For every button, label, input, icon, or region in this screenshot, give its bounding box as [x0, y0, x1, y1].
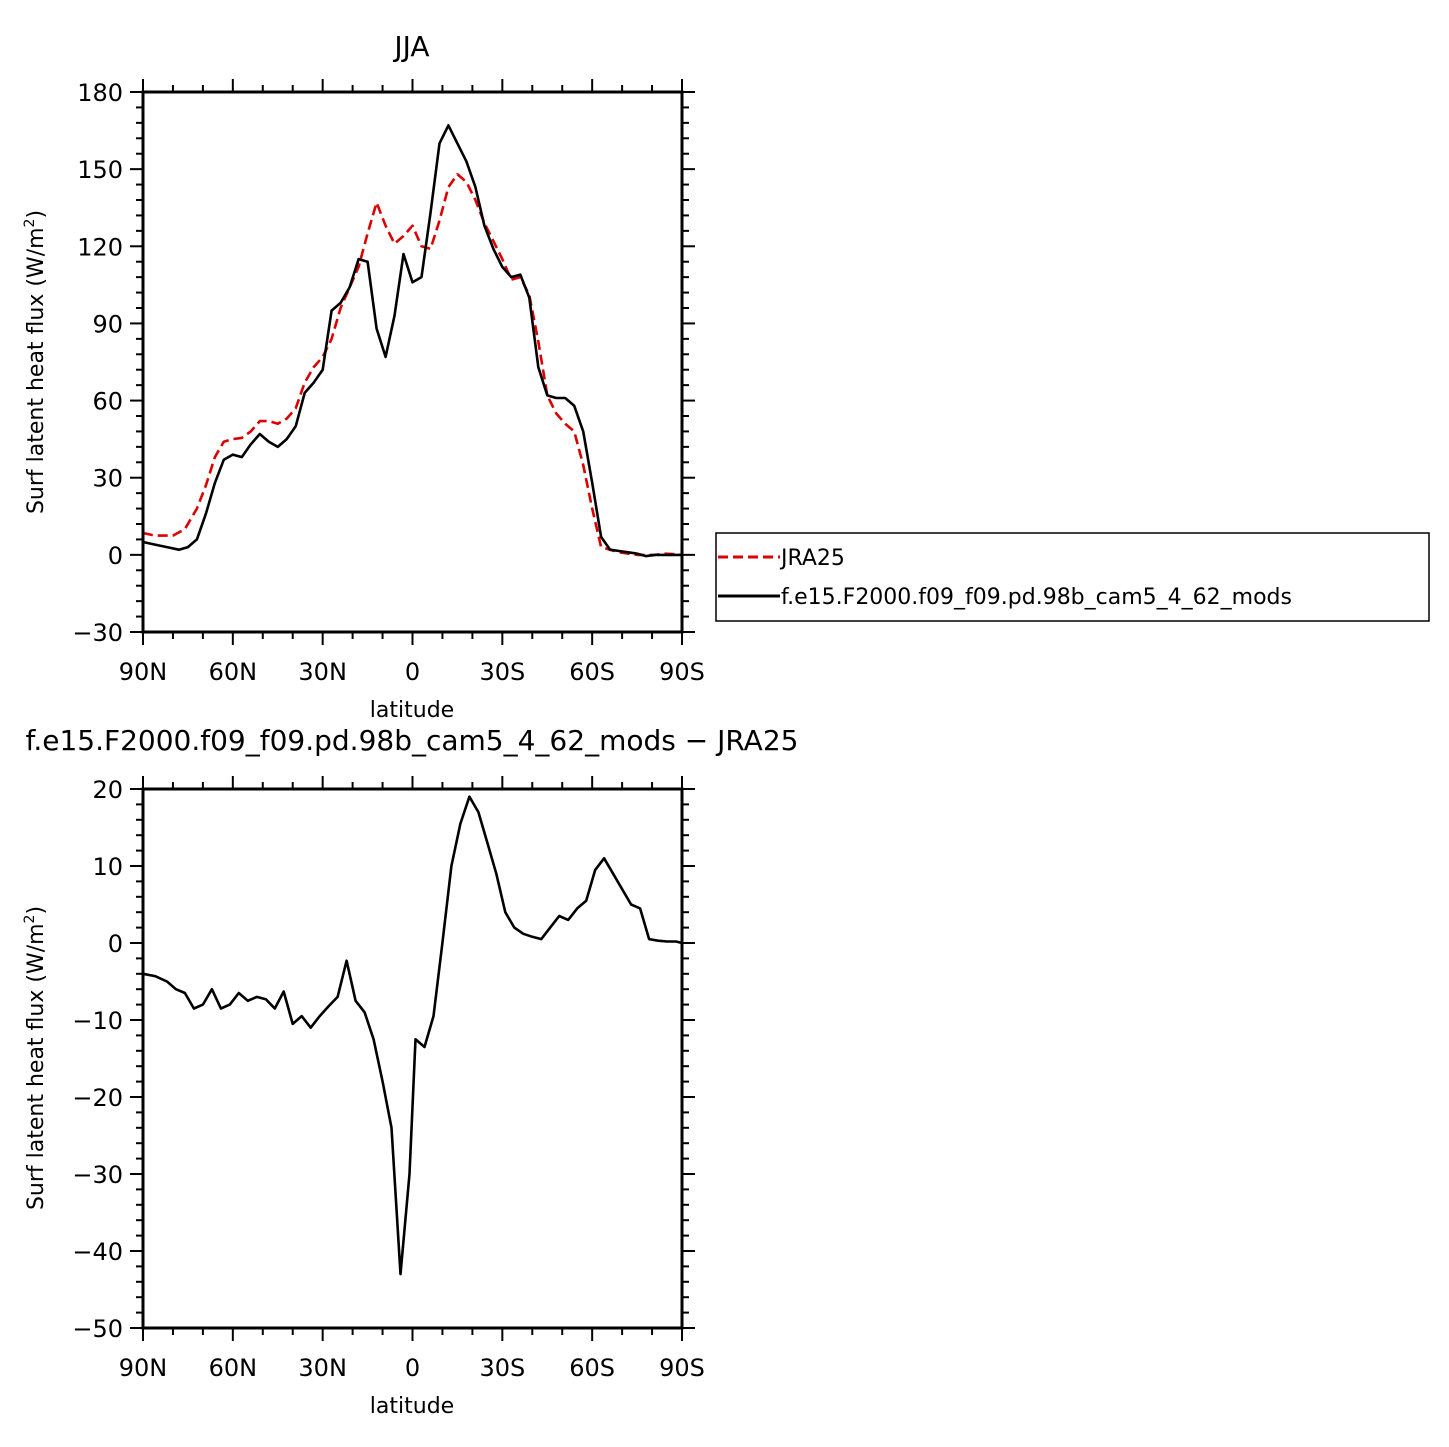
- top-panel-series-line-1: [142, 124, 682, 558]
- bottom-panel-x-tick-label: 0: [405, 1354, 420, 1382]
- top-panel-y-axis-title: Surf latent heat flux (W/m2): [22, 210, 49, 514]
- top-panel-y-tick-label: 180: [77, 79, 123, 107]
- bottom-panel-axes: 90N 60N 30N 0 30S 60S 90S −50 −40 −30 −20 −10 0 10 20: [72, 776, 705, 1382]
- bottom-panel-x-tick-label: 30N: [298, 1354, 347, 1382]
- top-panel-x-axis-title: latitude: [370, 698, 454, 723]
- top-panel-series: [142, 124, 683, 558]
- top-panel-y-tick-label: 0: [108, 542, 123, 570]
- top-panel-x-tick-label: 60N: [209, 658, 258, 686]
- bottom-panel-y-tick-label: −20: [72, 1084, 123, 1112]
- top-panel-x-tick-label: 0: [405, 658, 420, 686]
- bottom-panel-x-tick-label: 90N: [119, 1354, 168, 1382]
- top-panel-x-tick-label: 30S: [479, 658, 525, 686]
- bottom-panel-series: [142, 795, 683, 1276]
- bottom-panel-y-tick-label: −30: [72, 1161, 123, 1189]
- top-panel-x-tick-label: 90N: [119, 658, 168, 686]
- top-panel-y-tick-label: 60: [92, 388, 123, 416]
- legend-label-jra25: JRA25: [779, 546, 845, 571]
- top-panel-axes: 90N 60N 30N 0 30S 60S 90S −30 0 30 60 90 120 150 180: [72, 79, 705, 686]
- top-panel-y-tick-label: 30: [92, 465, 123, 493]
- bottom-panel-y-axis-title: Surf latent heat flux (W/m2): [22, 906, 49, 1210]
- bottom-panel-x-tick-label: 60S: [569, 1354, 615, 1382]
- top-panel-frame: [141, 90, 684, 634]
- bottom-panel-series-line-0: [142, 795, 683, 1276]
- top-panel-y-tick-label: 150: [77, 156, 123, 184]
- bottom-panel-x-tick-label: 30S: [479, 1354, 525, 1382]
- top-panel-x-tick-label: 60S: [569, 658, 615, 686]
- bottom-panel: f.e15.F2000.f09_f09.pd.98b_cam5_4_62_mod…: [22, 724, 798, 1419]
- bottom-panel-frame: [141, 787, 684, 1330]
- top-panel-x-tick-label: 30N: [298, 658, 347, 686]
- bottom-panel-y-tick-label: −10: [72, 1007, 123, 1035]
- bottom-panel-x-tick-label: 90S: [659, 1354, 705, 1382]
- legend: JRA25 f.e15.F2000.f09_f09.pd.98b_cam5_4_…: [715, 532, 1430, 622]
- top-panel-y-tick-label: 120: [77, 233, 123, 261]
- bottom-panel-x-tick-label: 60N: [209, 1354, 258, 1382]
- bottom-panel-title: f.e15.F2000.f09_f09.pd.98b_cam5_4_62_mod…: [26, 724, 799, 757]
- bottom-panel-y-tick-label: 10: [92, 853, 123, 881]
- legend-box: [715, 532, 1430, 622]
- top-panel-y-tick-label: −30: [72, 619, 123, 647]
- legend-label-model: f.e15.F2000.f09_f09.pd.98b_cam5_4_62_mod…: [781, 585, 1292, 610]
- bottom-panel-x-axis-title: latitude: [370, 1394, 454, 1419]
- top-panel-series-line-0: [142, 173, 683, 557]
- top-panel-x-tick-label: 90S: [659, 658, 705, 686]
- bottom-panel-y-tick-label: −40: [72, 1238, 123, 1266]
- top-panel-y-tick-label: 90: [92, 310, 123, 338]
- bottom-panel-y-tick-label: 20: [92, 776, 123, 804]
- bottom-panel-y-tick-label: 0: [108, 930, 123, 958]
- top-panel-title: JJA: [392, 30, 429, 63]
- top-panel: JJA 90N 60N 30N 0 30S 60S 90S −30 0 30 60 90 120 150 1…: [22, 30, 1430, 723]
- bottom-panel-y-tick-label: −50: [72, 1315, 123, 1343]
